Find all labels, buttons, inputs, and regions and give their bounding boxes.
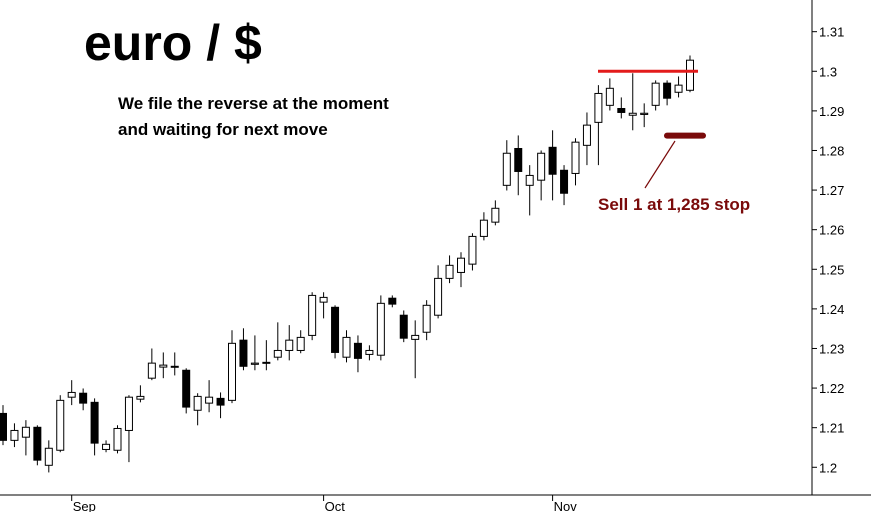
candle-body: [10, 429, 19, 441]
candle-body: [113, 427, 122, 451]
candle-body: [479, 219, 488, 237]
candle-body: [434, 277, 443, 316]
candle-body: [582, 124, 591, 146]
candle-body: [216, 397, 225, 406]
candle-body: [674, 84, 683, 93]
candle-body: [502, 152, 511, 186]
candle-body: [640, 112, 649, 115]
x-tick-label: Sep: [73, 499, 96, 512]
candle-body: [342, 336, 351, 358]
candle-body: [273, 349, 282, 358]
candle-body: [594, 92, 603, 123]
candle-body: [560, 169, 569, 194]
candle-body: [250, 362, 259, 365]
candle-body: [44, 447, 53, 466]
candle-body: [170, 365, 179, 368]
chart-title: euro / $: [84, 15, 262, 71]
candle-body: [457, 257, 465, 273]
y-tick-label: 1.2: [819, 460, 837, 475]
candle-body: [651, 82, 660, 106]
y-tick-label: 1.3: [819, 64, 837, 79]
candle-body: [537, 152, 546, 181]
candle-body: [205, 396, 214, 404]
candle-body: [90, 401, 99, 444]
candle-body: [21, 426, 30, 438]
candle-body: [319, 296, 328, 303]
candle-body: [411, 334, 420, 340]
candle-body: [605, 87, 614, 106]
y-tick-label: 1.28: [819, 143, 844, 158]
candle-body: [663, 82, 672, 99]
candle-body: [193, 395, 202, 411]
candle-body: [514, 148, 523, 172]
x-tick-label: Nov: [554, 499, 578, 512]
y-tick-label: 1.27: [819, 183, 844, 198]
candle-body: [296, 336, 305, 351]
candle-body: [571, 141, 580, 174]
x-tick-label: Oct: [325, 499, 346, 512]
candle-body: [617, 108, 626, 113]
y-tick-label: 1.29: [819, 104, 844, 119]
y-tick-label: 1.23: [819, 341, 844, 356]
y-tick-label: 1.26: [819, 223, 844, 238]
y-tick-label: 1.25: [819, 262, 844, 277]
candle-body: [331, 306, 340, 353]
candle-body: [422, 304, 431, 333]
candle-body: [376, 302, 385, 356]
annotation: and waiting for next move: [118, 120, 328, 139]
y-tick-label: 1.24: [819, 302, 844, 317]
candle-body: [353, 342, 362, 359]
candle-body: [285, 339, 294, 351]
y-tick-label: 1.21: [819, 421, 844, 436]
candle-body: [33, 426, 42, 461]
candle-body: [102, 443, 111, 450]
candle-body: [686, 59, 694, 91]
stop-label: Sell 1 at 1,285 stop: [598, 195, 750, 214]
candle-body: [159, 364, 168, 368]
candle-body: [491, 207, 500, 223]
candle-body: [308, 294, 317, 336]
candle-body: [365, 349, 374, 355]
candle-body: [399, 314, 408, 339]
candle-body: [548, 146, 557, 175]
candle-body: [525, 174, 534, 186]
candle-body: [79, 392, 88, 404]
annotation-arrow: [644, 140, 676, 189]
candle-body: [445, 264, 454, 279]
candle-body: [182, 369, 191, 408]
candle-body: [124, 396, 133, 431]
candle-body: [239, 339, 248, 367]
candle-body: [228, 342, 236, 401]
candle-body: [388, 297, 397, 305]
candle-body: [468, 235, 477, 265]
candle-body: [67, 391, 76, 398]
candle-body: [56, 399, 65, 451]
annotation: We file the reverse at the moment: [118, 94, 389, 113]
candle-body: [0, 412, 7, 441]
candle-body: [136, 395, 145, 400]
candle-body: [628, 112, 637, 116]
y-tick-label: 1.22: [819, 381, 844, 396]
y-tick-label: 1.31: [819, 25, 844, 40]
candle-body: [262, 361, 271, 364]
candle-body: [147, 362, 156, 379]
